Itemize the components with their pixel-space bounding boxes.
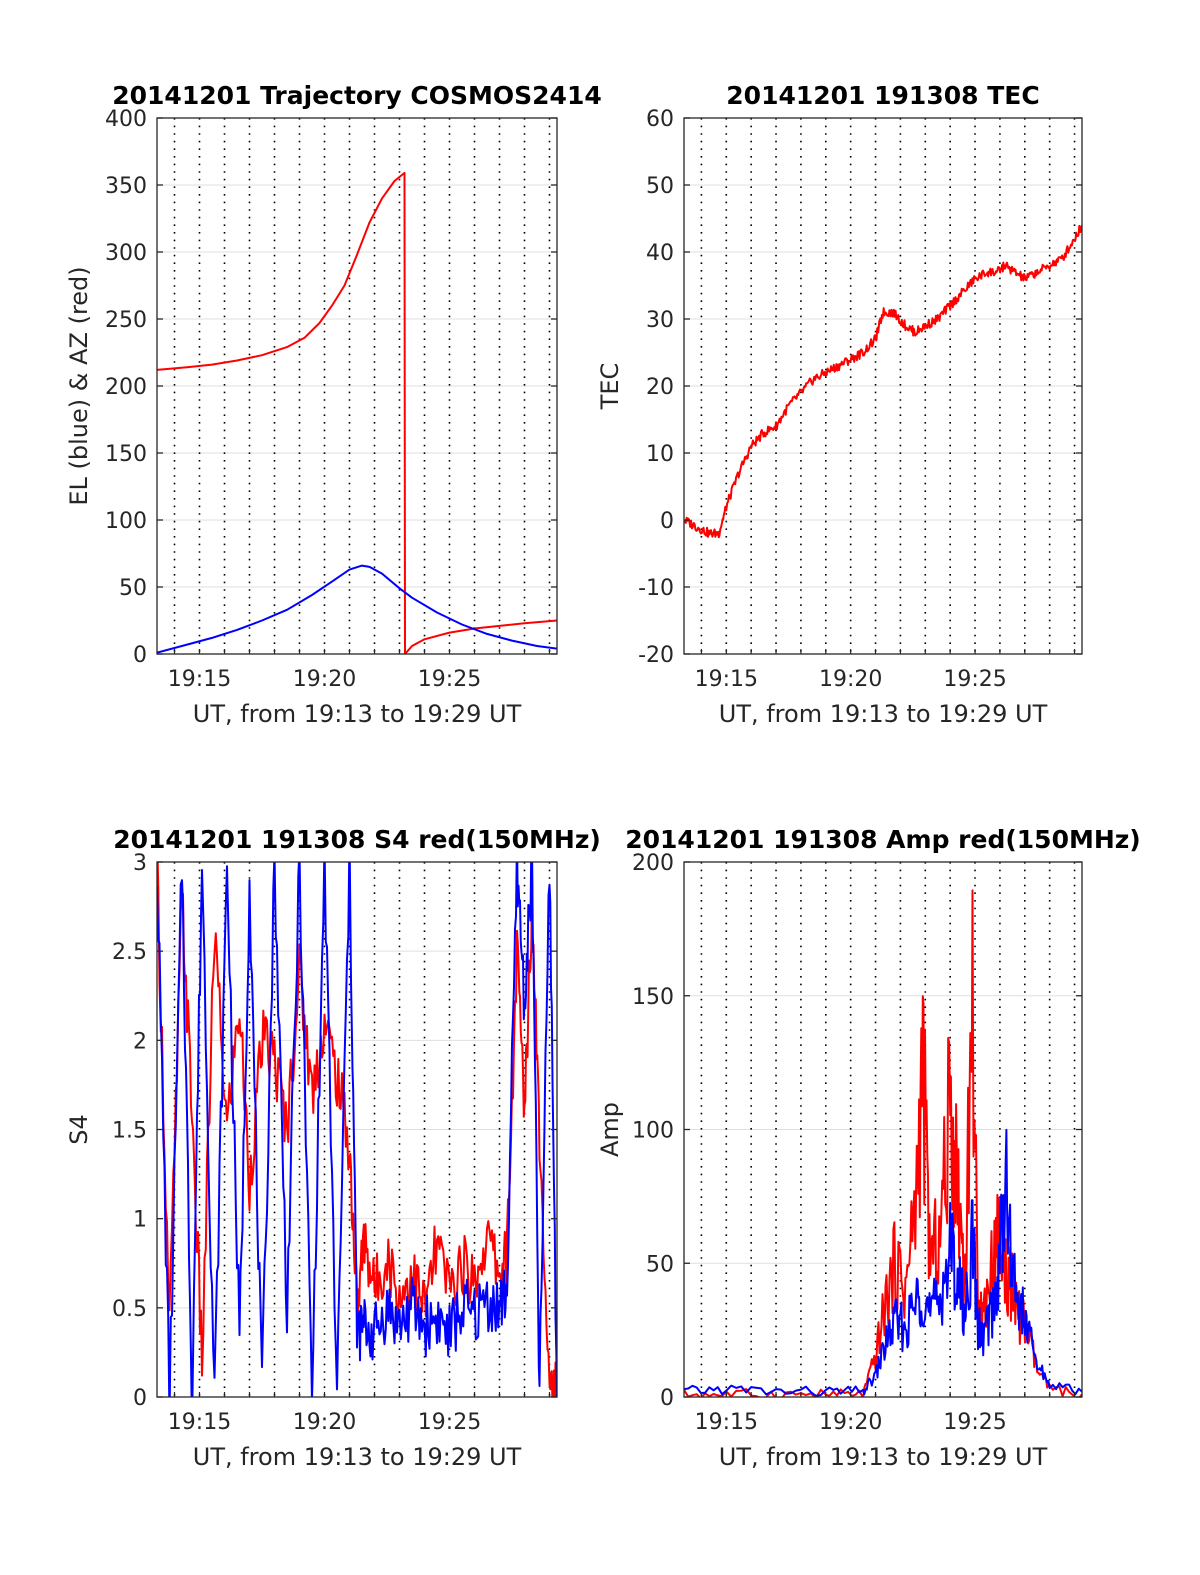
x-tick-label: 19:15 bbox=[168, 667, 231, 692]
y-tick-label: 2 bbox=[133, 1029, 147, 1054]
x-tick-label: 19:15 bbox=[168, 1410, 231, 1435]
x-tick-label: 19:20 bbox=[293, 667, 356, 692]
y-tick-label: 1.5 bbox=[112, 1119, 147, 1144]
series-line-blue bbox=[157, 564, 557, 654]
series-group bbox=[157, 171, 557, 654]
chart-title: 20141201 191308 TEC bbox=[726, 81, 1039, 110]
y-tick-label: -10 bbox=[638, 576, 674, 601]
x-axis-label: UT, from 19:13 to 19:29 UT bbox=[193, 1443, 522, 1471]
y-tick-label: 1 bbox=[133, 1208, 147, 1233]
x-tick-label: 19:15 bbox=[695, 1410, 758, 1435]
series-group bbox=[684, 889, 1082, 1397]
panel-1: 0 50 100 150 200 250 300 350 400 19:15 19:20 19:25 U… bbox=[65, 81, 602, 728]
y-tick-label: 0 bbox=[660, 1386, 674, 1411]
y-tick-label: 0.5 bbox=[112, 1297, 147, 1322]
x-tick-label: 19:20 bbox=[819, 1410, 882, 1435]
y-tick-label: 400 bbox=[105, 107, 147, 132]
y-axis-label: Amp bbox=[596, 1102, 624, 1157]
y-tick-label: 2.5 bbox=[112, 940, 147, 965]
y-axis-label: S4 bbox=[65, 1114, 93, 1145]
panel-2: -20 -10 0 10 20 30 40 50 60 19:15 19:20 19:25 UT, fr… bbox=[596, 81, 1083, 728]
y-tick-label: 200 bbox=[632, 851, 674, 876]
x-tick-label: 19:25 bbox=[943, 1410, 1006, 1435]
y-tick-label: 150 bbox=[632, 985, 674, 1010]
y-tick-label: 10 bbox=[646, 442, 674, 467]
series-line-red bbox=[684, 224, 1082, 539]
x-tick-label: 19:25 bbox=[418, 667, 481, 692]
y-tick-label: 0 bbox=[133, 643, 147, 668]
series-line-red bbox=[157, 171, 557, 654]
x-tick-label: 19:20 bbox=[293, 1410, 356, 1435]
x-tick-label: 19:15 bbox=[695, 667, 758, 692]
y-tick-label: 30 bbox=[646, 308, 674, 333]
y-tick-label: 40 bbox=[646, 241, 674, 266]
x-tick-label: 19:25 bbox=[418, 1410, 481, 1435]
y-axis-label: EL (blue) & AZ (red) bbox=[65, 266, 93, 505]
series-group bbox=[684, 224, 1082, 539]
y-tick-label: 0 bbox=[133, 1386, 147, 1411]
x-axis-label: UT, from 19:13 to 19:29 UT bbox=[719, 700, 1048, 728]
y-tick-label: 300 bbox=[105, 241, 147, 266]
y-tick-label: 200 bbox=[105, 375, 147, 400]
y-tick-label: -20 bbox=[638, 643, 674, 668]
y-tick-label: 50 bbox=[119, 576, 147, 601]
panel-4: 0 50 100 150 200 19:15 19:20 19:25 UT, from 19:1… bbox=[596, 825, 1141, 1471]
chart-title: 20141201 191308 S4 red(150MHz) bbox=[113, 825, 601, 854]
series-line-blue bbox=[157, 862, 557, 1397]
series-line-red bbox=[157, 862, 557, 1397]
y-tick-label: 150 bbox=[105, 442, 147, 467]
y-tick-label: 60 bbox=[646, 107, 674, 132]
y-tick-label: 50 bbox=[646, 174, 674, 199]
y-tick-label: 20 bbox=[646, 375, 674, 400]
series-group bbox=[157, 862, 557, 1397]
x-tick-label: 19:25 bbox=[943, 667, 1006, 692]
y-axis-label: TEC bbox=[596, 363, 624, 411]
chart-title: 20141201 Trajectory COSMOS2414 bbox=[112, 81, 602, 110]
y-tick-label: 350 bbox=[105, 174, 147, 199]
y-tick-label: 250 bbox=[105, 308, 147, 333]
y-tick-label: 100 bbox=[632, 1119, 674, 1144]
y-tick-label: 50 bbox=[646, 1252, 674, 1277]
y-tick-label: 100 bbox=[105, 509, 147, 534]
x-tick-label: 19:20 bbox=[819, 667, 882, 692]
y-tick-label: 0 bbox=[660, 509, 674, 534]
x-axis-label: UT, from 19:13 to 19:29 UT bbox=[193, 700, 522, 728]
chart-title: 20141201 191308 Amp red(150MHz) bbox=[625, 825, 1141, 854]
panel-3: 0 0.5 1 1.5 2 2.5 3 19:15 19:20 19:25 UT, from 19:… bbox=[65, 825, 601, 1471]
series-line-blue bbox=[684, 1128, 1082, 1397]
y-tick-label: 3 bbox=[133, 851, 147, 876]
x-axis-label: UT, from 19:13 to 19:29 UT bbox=[719, 1443, 1048, 1471]
